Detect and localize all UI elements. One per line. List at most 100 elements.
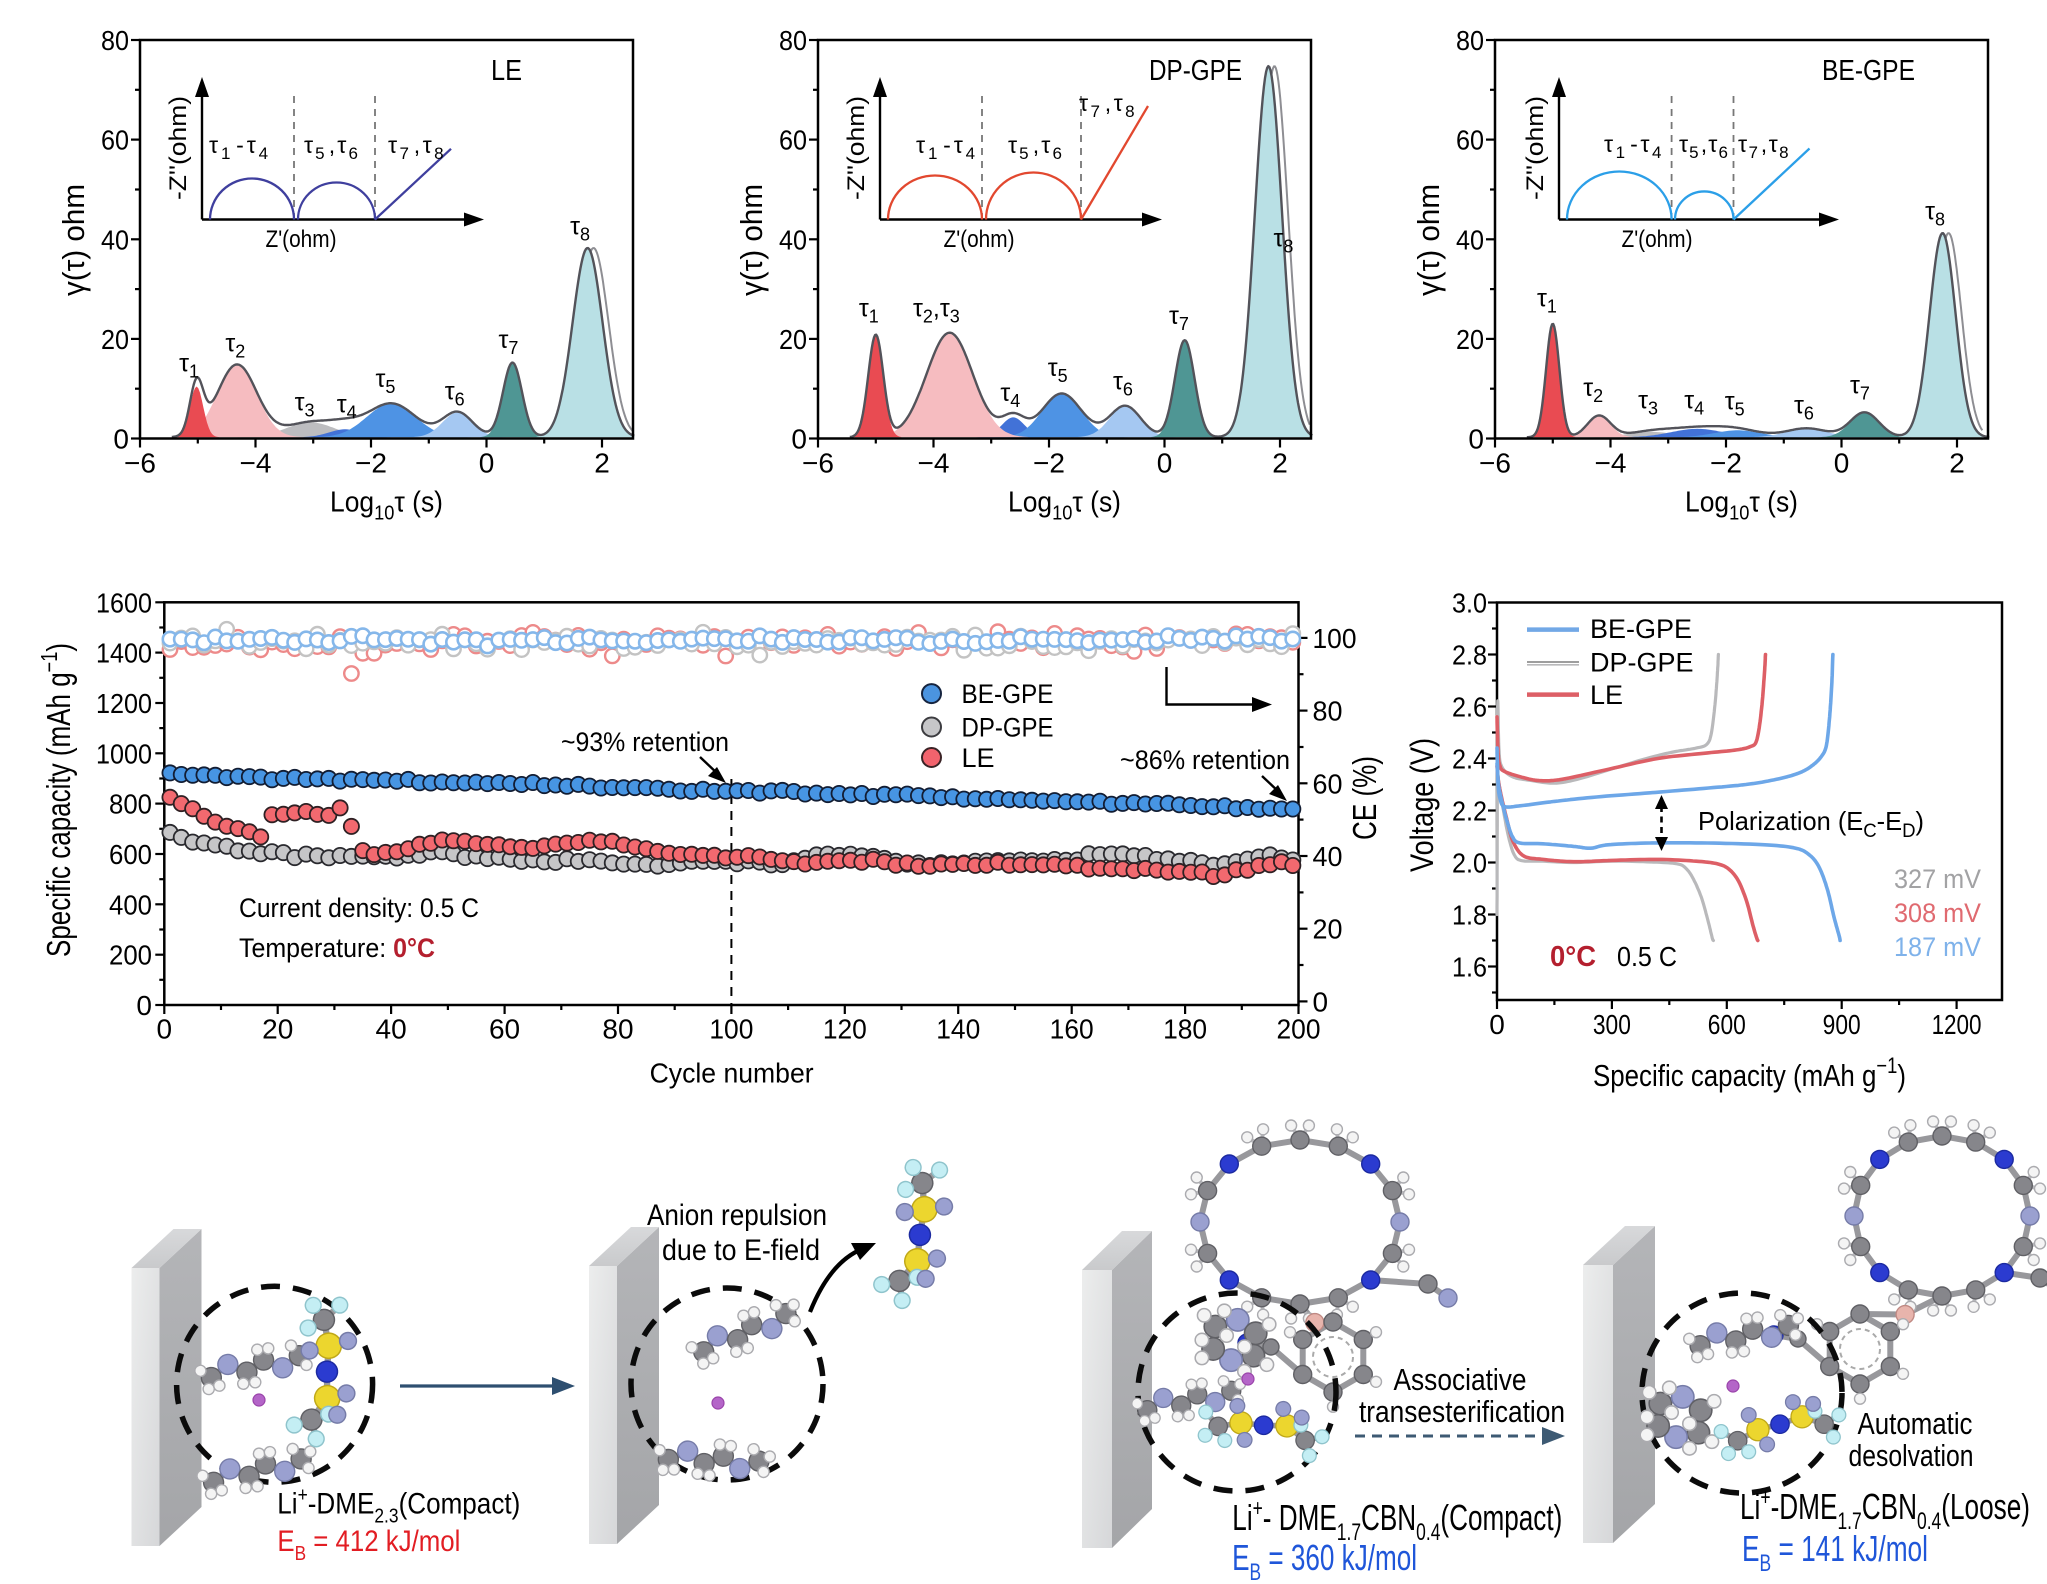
svg-text:γ(τ) ohm: γ(τ) ohm xyxy=(734,184,769,296)
svg-text:900: 900 xyxy=(1823,1009,1861,1040)
svg-text:Z'(ohm): Z'(ohm) xyxy=(944,226,1015,253)
svg-text:0: 0 xyxy=(791,424,807,455)
svg-text:2.4: 2.4 xyxy=(1452,744,1487,775)
svg-text:0: 0 xyxy=(479,448,495,479)
svg-text:100: 100 xyxy=(1313,623,1357,654)
svg-text:200: 200 xyxy=(109,940,152,971)
svg-text:-Z''(ohm): -Z''(ohm) xyxy=(165,96,192,200)
svg-text:γ(τ) ohm: γ(τ) ohm xyxy=(1411,184,1446,296)
svg-text:Li+​-DME1.7​CBN0.4​(Loose): Li+​-DME1.7​CBN0.4​(Loose) xyxy=(1740,1484,2030,1535)
svg-text:0: 0 xyxy=(1157,448,1173,479)
svg-text:EB​ = 141 kJ/mol: EB​ = 141 kJ/mol xyxy=(1742,1528,1928,1577)
svg-text:1400: 1400 xyxy=(96,638,152,669)
svg-text:EB​ = 360 kJ/mol: EB​ = 360 kJ/mol xyxy=(1232,1537,1417,1584)
svg-text:−6: −6 xyxy=(1479,448,1511,479)
svg-text:40: 40 xyxy=(101,224,129,255)
svg-text:200: 200 xyxy=(1277,1014,1321,1045)
svg-text:1.8: 1.8 xyxy=(1452,900,1487,931)
svg-text:DP-GPE: DP-GPE xyxy=(962,713,1054,743)
svg-text:0: 0 xyxy=(1489,1009,1505,1040)
svg-text:Li+​-DME2.3​(Compact): Li+​-DME2.3​(Compact) xyxy=(277,1485,520,1528)
svg-text:BE-GPE: BE-GPE xyxy=(1590,614,1692,644)
svg-text:400: 400 xyxy=(109,889,152,920)
svg-text:80: 80 xyxy=(602,1014,633,1045)
svg-text:Li+​- DME1.7​CBN0.4​(Compact): Li+​- DME1.7​CBN0.4​(Compact) xyxy=(1232,1495,1562,1546)
svg-text:Automatic: Automatic xyxy=(1858,1406,1973,1441)
svg-text:60: 60 xyxy=(779,125,807,156)
svg-text:1.6: 1.6 xyxy=(1452,952,1487,983)
svg-text:−2: −2 xyxy=(355,448,387,479)
svg-text:-Z''(ohm): -Z''(ohm) xyxy=(843,96,870,200)
svg-text:0°C: 0°C xyxy=(1550,941,1596,973)
svg-text:80: 80 xyxy=(1313,696,1343,727)
svg-text:2.2: 2.2 xyxy=(1452,796,1487,827)
svg-text:Specific capacity (mAh g−1​): Specific capacity (mAh g−1​) xyxy=(1593,1053,1906,1093)
svg-text:20: 20 xyxy=(779,324,807,355)
svg-text:Current density: 0.5 C: Current density: 0.5 C xyxy=(239,893,479,923)
svg-text:DP-GPE: DP-GPE xyxy=(1590,648,1694,678)
svg-text:60: 60 xyxy=(1313,768,1343,799)
svg-text:BE-GPE: BE-GPE xyxy=(1822,55,1915,87)
svg-text:due to E-field: due to E-field xyxy=(662,1234,820,1267)
svg-text:20: 20 xyxy=(1313,914,1343,945)
svg-text:80: 80 xyxy=(1456,25,1484,56)
svg-text:600: 600 xyxy=(1708,1009,1746,1040)
svg-text:Specific capacity (mAh g−1​): Specific capacity (mAh g−1​) xyxy=(36,643,77,957)
svg-text:LE: LE xyxy=(962,743,995,773)
svg-text:1000: 1000 xyxy=(96,738,152,769)
svg-text:−6: −6 xyxy=(124,448,156,479)
svg-text:Z'(ohm): Z'(ohm) xyxy=(1622,226,1693,253)
svg-text:1200: 1200 xyxy=(1932,1009,1982,1040)
svg-text:2: 2 xyxy=(594,448,610,479)
svg-text:308 mV: 308 mV xyxy=(1894,898,1981,928)
svg-text:2.8: 2.8 xyxy=(1452,640,1487,671)
svg-text:0.5 C: 0.5 C xyxy=(1617,941,1677,972)
svg-text:80: 80 xyxy=(101,25,129,56)
svg-text:−2: −2 xyxy=(1033,448,1065,479)
svg-text:327 mV: 327 mV xyxy=(1894,864,1981,894)
svg-text:0: 0 xyxy=(1834,448,1850,479)
svg-text:40: 40 xyxy=(779,224,807,255)
svg-text:−4: −4 xyxy=(240,448,272,479)
svg-text:−4: −4 xyxy=(1595,448,1627,479)
svg-text:20: 20 xyxy=(101,324,129,355)
svg-text:60: 60 xyxy=(101,125,129,156)
svg-text:0: 0 xyxy=(157,1014,173,1045)
svg-text:1600: 1600 xyxy=(96,587,152,618)
svg-text:LE: LE xyxy=(1590,680,1623,710)
svg-text:Anion repulsion: Anion repulsion xyxy=(647,1199,827,1232)
svg-text:LE: LE xyxy=(491,55,522,87)
svg-text:120: 120 xyxy=(823,1014,867,1045)
svg-text:2: 2 xyxy=(1949,448,1965,479)
svg-text:Associative: Associative xyxy=(1394,1362,1527,1397)
svg-text:140: 140 xyxy=(936,1014,980,1045)
svg-text:40: 40 xyxy=(376,1014,407,1045)
svg-text:γ(τ) ohm: γ(τ) ohm xyxy=(56,184,91,296)
svg-text:BE-GPE: BE-GPE xyxy=(962,679,1054,709)
svg-text:τ2​,τ3​: τ2​,τ3​ xyxy=(913,294,960,326)
svg-text:80: 80 xyxy=(779,25,807,56)
svg-text:desolvation: desolvation xyxy=(1849,1438,1974,1473)
svg-text:2.0: 2.0 xyxy=(1452,848,1487,879)
svg-text:20: 20 xyxy=(1456,324,1484,355)
svg-text:2.6: 2.6 xyxy=(1452,692,1487,723)
svg-text:−6: −6 xyxy=(802,448,834,479)
svg-text:transesterification: transesterification xyxy=(1359,1394,1565,1429)
svg-text:3.0: 3.0 xyxy=(1452,588,1487,619)
svg-text:300: 300 xyxy=(1593,1009,1631,1040)
svg-text:20: 20 xyxy=(262,1014,293,1045)
svg-text:CE (%): CE (%) xyxy=(1346,756,1383,840)
svg-text:Temperature: 0°C: Temperature: 0°C xyxy=(239,933,435,963)
svg-text:~93% retention: ~93% retention xyxy=(561,727,729,757)
svg-text:0: 0 xyxy=(136,990,152,1021)
svg-text:40: 40 xyxy=(1313,841,1343,872)
svg-text:800: 800 xyxy=(109,789,152,820)
svg-text:Z'(ohm): Z'(ohm) xyxy=(266,226,337,253)
svg-text:1200: 1200 xyxy=(96,688,152,719)
svg-text:DP-GPE: DP-GPE xyxy=(1149,55,1242,87)
svg-text:0: 0 xyxy=(1313,986,1329,1017)
svg-text:0: 0 xyxy=(1468,424,1484,455)
svg-text:-Z''(ohm): -Z''(ohm) xyxy=(1522,96,1549,200)
svg-text:−4: −4 xyxy=(918,448,950,479)
svg-text:Voltage (V): Voltage (V) xyxy=(1404,738,1440,872)
